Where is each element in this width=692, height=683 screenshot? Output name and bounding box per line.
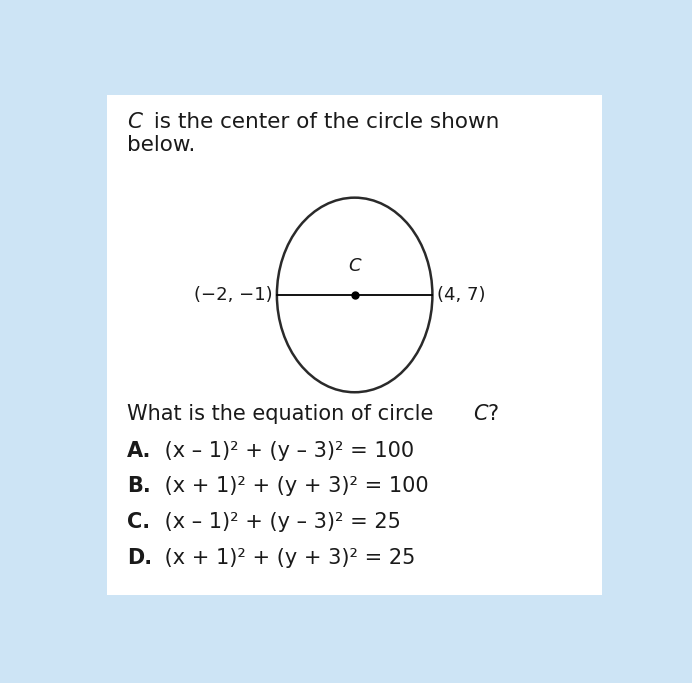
Text: (x – 1)² + (y – 3)² = 100: (x – 1)² + (y – 3)² = 100 [158, 441, 414, 460]
Text: C: C [348, 257, 361, 275]
Text: C: C [473, 404, 487, 424]
Text: (−2, −1): (−2, −1) [194, 286, 273, 304]
Text: C.: C. [127, 512, 150, 532]
Text: (x + 1)² + (y + 3)² = 25: (x + 1)² + (y + 3)² = 25 [158, 548, 415, 568]
Text: B.: B. [127, 477, 150, 497]
Text: (x + 1)² + (y + 3)² = 100: (x + 1)² + (y + 3)² = 100 [158, 477, 428, 497]
Text: below.: below. [127, 135, 195, 154]
Text: is the center of the circle shown: is the center of the circle shown [147, 113, 500, 133]
Text: (4, 7): (4, 7) [437, 286, 485, 304]
Text: (x – 1)² + (y – 3)² = 25: (x – 1)² + (y – 3)² = 25 [158, 512, 401, 532]
Text: What is the equation of circle: What is the equation of circle [127, 404, 439, 424]
Text: C: C [127, 113, 142, 133]
Text: ?: ? [487, 404, 498, 424]
Text: D.: D. [127, 548, 152, 568]
Text: A.: A. [127, 441, 151, 460]
